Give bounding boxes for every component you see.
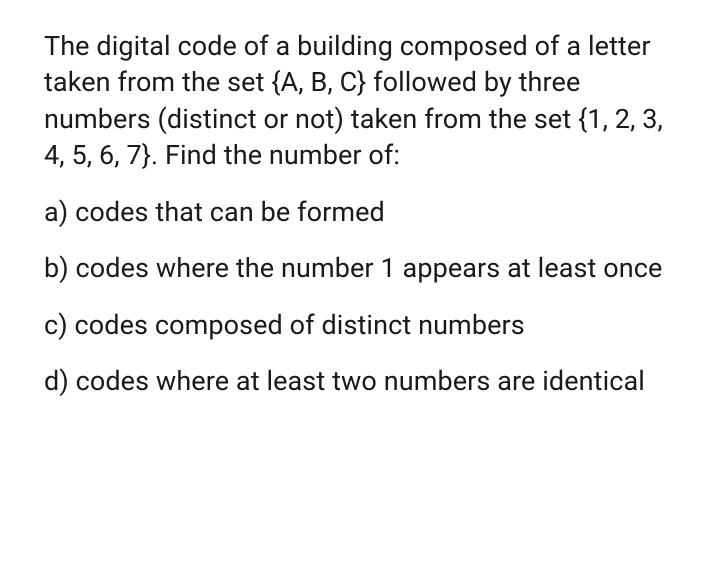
question-part-a: a) codes that can be formed <box>44 194 679 230</box>
question-part-c: c) codes composed of distinct numbers <box>44 307 679 343</box>
question-part-d: d) codes where at least two numbers are … <box>44 363 679 399</box>
question-prompt: The digital code of a building composed … <box>44 28 679 174</box>
question-part-b: b) codes where the number 1 appears at l… <box>44 250 679 286</box>
